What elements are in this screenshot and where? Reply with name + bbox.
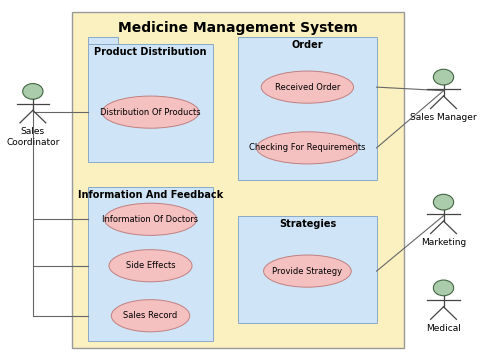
- FancyBboxPatch shape: [238, 216, 268, 225]
- Text: Side Effects: Side Effects: [126, 261, 175, 270]
- Circle shape: [433, 280, 454, 296]
- Ellipse shape: [104, 203, 197, 235]
- FancyBboxPatch shape: [72, 12, 404, 348]
- Text: Information And Feedback: Information And Feedback: [78, 190, 223, 200]
- Circle shape: [433, 194, 454, 210]
- Text: Medical: Medical: [426, 324, 461, 333]
- Ellipse shape: [256, 132, 358, 164]
- Text: Product Distribution: Product Distribution: [94, 47, 207, 57]
- Text: Received Order: Received Order: [275, 83, 340, 92]
- FancyBboxPatch shape: [238, 37, 377, 180]
- Circle shape: [433, 69, 454, 85]
- Ellipse shape: [109, 249, 192, 282]
- Text: Sales
Coordinator: Sales Coordinator: [6, 127, 59, 147]
- FancyBboxPatch shape: [88, 187, 213, 341]
- Text: Sales Manager: Sales Manager: [410, 113, 477, 122]
- Text: Checking For Requirements: Checking For Requirements: [249, 143, 366, 152]
- Text: Sales Record: Sales Record: [123, 311, 178, 320]
- Circle shape: [23, 84, 43, 99]
- FancyBboxPatch shape: [238, 37, 264, 46]
- FancyBboxPatch shape: [238, 216, 377, 323]
- FancyBboxPatch shape: [88, 37, 118, 46]
- Text: Strategies: Strategies: [279, 219, 336, 229]
- Ellipse shape: [102, 96, 199, 128]
- Text: Provide Strategy: Provide Strategy: [272, 267, 342, 276]
- Text: Marketing: Marketing: [421, 238, 466, 247]
- Ellipse shape: [261, 71, 354, 103]
- Text: Order: Order: [292, 40, 323, 50]
- FancyBboxPatch shape: [88, 187, 128, 196]
- Text: Information Of Doctors: Information Of Doctors: [102, 215, 199, 224]
- Text: Medicine Management System: Medicine Management System: [118, 21, 358, 35]
- Ellipse shape: [111, 300, 190, 332]
- Ellipse shape: [264, 255, 351, 287]
- FancyBboxPatch shape: [88, 44, 213, 162]
- Text: Distribution Of Products: Distribution Of Products: [100, 108, 201, 117]
